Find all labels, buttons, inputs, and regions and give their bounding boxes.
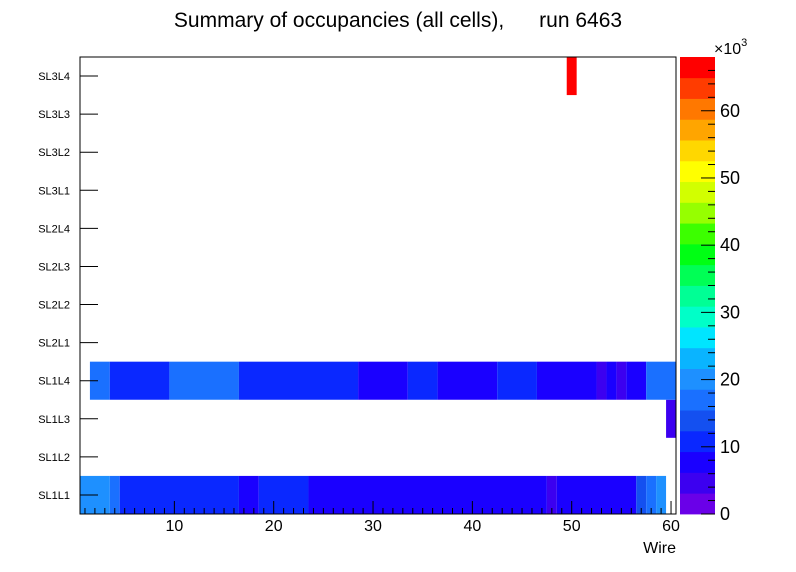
- y-tick-label-sl1l2: SL1L2: [38, 452, 70, 464]
- palette-band: [680, 493, 715, 515]
- y-tick-label-sl1l3: SL1L3: [38, 414, 70, 426]
- palette-tick-label-40: 40: [720, 235, 740, 255]
- palette-band: [680, 57, 715, 79]
- palette-band: [680, 451, 715, 473]
- x-tick-label-10: 10: [165, 518, 183, 535]
- heatmap-cell-sl1l4-58-60: [646, 361, 676, 400]
- palette-band: [680, 140, 715, 162]
- heatmap-cell-sl1l4-4-9: [109, 361, 170, 400]
- palette-band: [680, 430, 715, 453]
- multiplier-exponent: 3: [741, 37, 747, 49]
- heatmap-cell-sl1l4-56-57: [626, 361, 647, 400]
- y-axis: SL1L1 SL1L2 SL1L3 SL1L4 SL2L1 SL2L2 SL2L3 SL2L4…: [38, 71, 98, 502]
- heatmap-cell-sl1l4-37-42: [437, 361, 498, 400]
- y-tick-label-sl3l1: SL3L1: [38, 185, 70, 197]
- heatmap-cell-sl3l4-50-50: [566, 57, 577, 96]
- palette-tick-label-50: 50: [720, 168, 740, 188]
- heatmap-cells: [80, 57, 676, 514]
- palette-band: [680, 327, 715, 349]
- y-tick-label-sl1l1: SL1L1: [38, 490, 70, 502]
- heatmap-cell-sl1l1-49-56: [556, 475, 637, 514]
- heatmap-cell-sl1l1-19-23: [258, 475, 309, 514]
- heatmap-cell-sl1l1-59-59: [656, 475, 667, 514]
- palette-tick-label-20: 20: [720, 370, 740, 390]
- x-axis-label: Wire: [643, 540, 676, 557]
- palette-band: [680, 98, 715, 120]
- y-tick-label-sl2l2: SL2L2: [38, 300, 70, 312]
- palette-band: [680, 202, 715, 224]
- heatmap-cell-sl1l4-53-53: [596, 361, 607, 400]
- heatmap-cell-sl1l4-17-28: [238, 361, 359, 400]
- palette-tick-label-10: 10: [720, 437, 740, 457]
- heatmap-cell-sl1l4-47-52: [536, 361, 597, 400]
- palette-band: [680, 347, 715, 369]
- heatmap-cell-sl1l4-43-46: [497, 361, 537, 400]
- heatmap-cell-sl1l4-2-3: [89, 361, 110, 400]
- heatmap-cell-sl1l4-54-54: [606, 361, 617, 400]
- palette-band: [680, 285, 715, 307]
- x-tick-label-20: 20: [265, 518, 283, 535]
- x-tick-label-60: 60: [662, 518, 680, 535]
- heatmap-cell-sl1l1-24-47: [308, 475, 547, 514]
- palette-band: [680, 243, 715, 266]
- x-tick-label-30: 30: [364, 518, 382, 535]
- color-scale-multiplier: ×103: [714, 37, 747, 58]
- x-tick-label-40: 40: [463, 518, 481, 535]
- plot-frame: [79, 56, 677, 515]
- palette-band: [680, 77, 715, 99]
- heatmap-cell-sl1l1-4-4: [109, 475, 120, 514]
- palette-tick-label-30: 30: [720, 302, 740, 322]
- y-tick-label-sl3l4: SL3L4: [38, 71, 70, 83]
- palette-band: [680, 472, 715, 494]
- palette-band: [680, 410, 715, 432]
- heatmap-cell-sl1l4-29-33: [358, 361, 408, 400]
- heatmap-cell-sl1l1-17-18: [238, 475, 259, 514]
- palette-band: [680, 181, 715, 203]
- color-palette-axis: 0 10 20 30 40 50 60: [701, 69, 740, 524]
- chart-title: Summary of occupancies (all cells), run …: [174, 9, 622, 32]
- palette-band: [680, 389, 715, 411]
- x-tick-label-50: 50: [563, 518, 581, 535]
- y-tick-label-sl1l4: SL1L4: [38, 376, 70, 388]
- heatmap-cell-sl1l1-5-16: [119, 475, 239, 514]
- heatmap-cell-sl1l3-60-60: [666, 399, 676, 438]
- heatmap-cell-sl1l4-34-36: [407, 361, 438, 400]
- heatmap-cell-sl1l1-58-58: [646, 475, 657, 514]
- color-palette: [680, 57, 715, 515]
- palette-tick-label-60: 60: [720, 101, 740, 121]
- y-tick-label-sl3l2: SL3L2: [38, 147, 70, 159]
- heatmap-cell-sl1l4-55-55: [616, 361, 627, 400]
- y-tick-label-sl2l4: SL2L4: [38, 223, 70, 235]
- palette-tick-label-0: 0: [720, 504, 730, 524]
- palette-band: [680, 368, 715, 390]
- x-axis: 10 20 30 40 50 60: [84, 501, 680, 535]
- y-tick-label-sl3l3: SL3L3: [38, 109, 70, 121]
- multiplier-base: ×10: [714, 41, 741, 58]
- palette-band: [680, 223, 715, 245]
- palette-band: [680, 264, 715, 286]
- y-tick-label-sl2l1: SL2L1: [38, 338, 70, 350]
- palette-band: [680, 160, 715, 183]
- palette-band: [680, 119, 715, 141]
- heatmap-cell-sl1l1-48-48: [546, 475, 557, 514]
- palette-band: [680, 306, 715, 328]
- heatmap-cell-sl1l1-57-57: [636, 475, 647, 514]
- heatmap-cell-sl1l4-10-16: [169, 361, 239, 400]
- y-tick-label-sl2l3: SL2L3: [38, 261, 70, 273]
